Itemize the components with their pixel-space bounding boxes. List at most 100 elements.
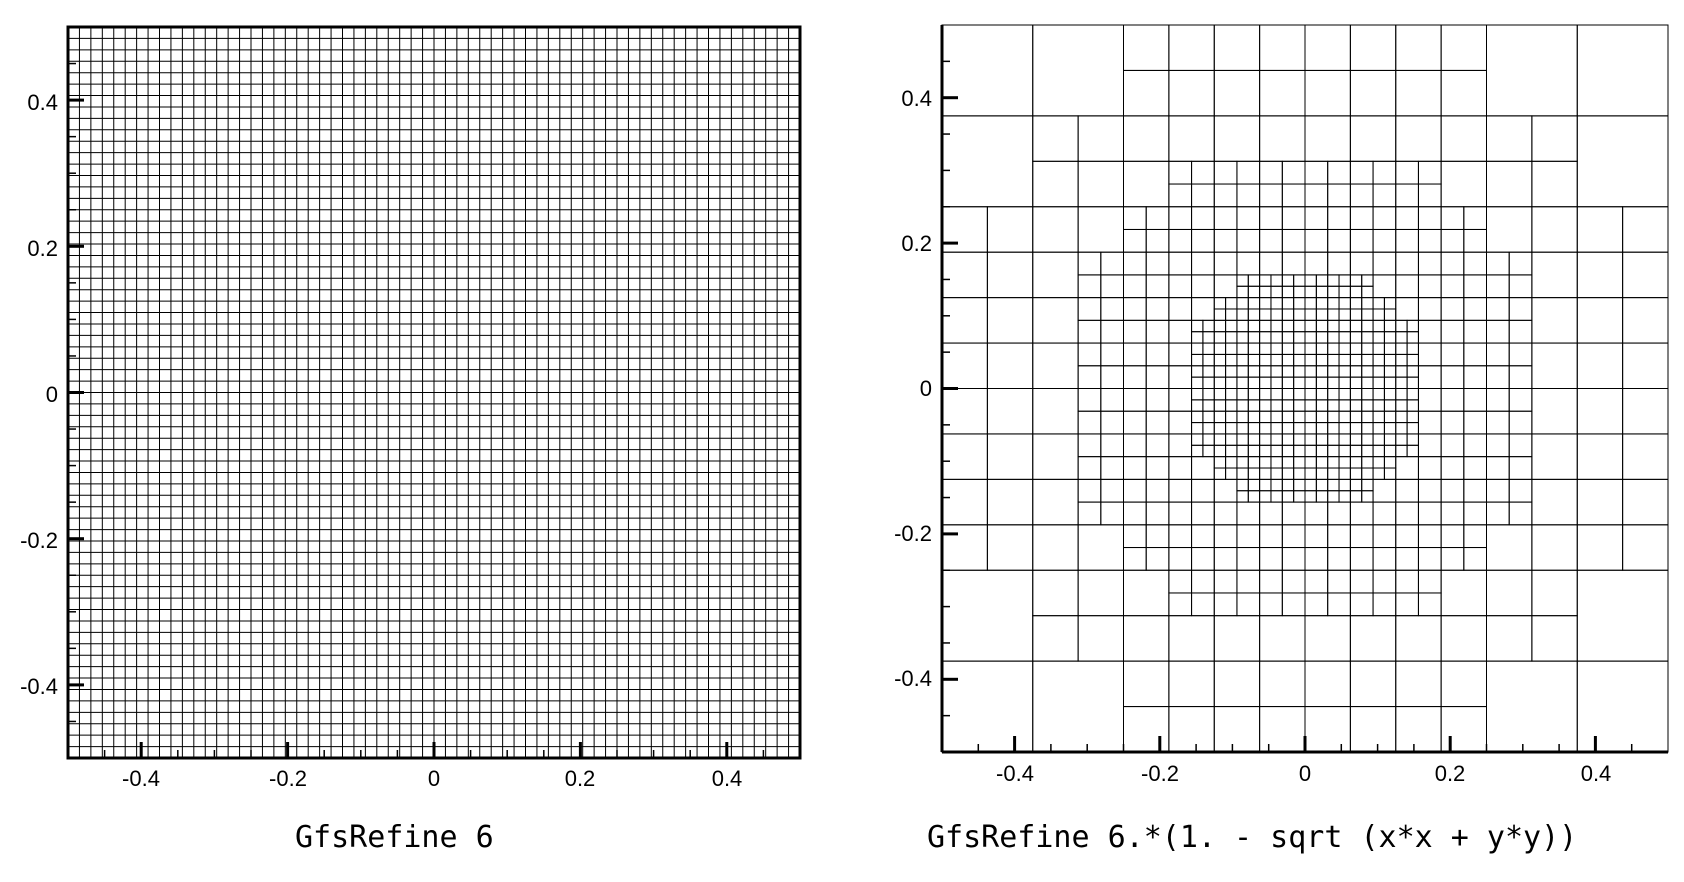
mesh-cell bbox=[1270, 467, 1283, 480]
mesh-cell bbox=[1123, 478, 1147, 503]
mesh-cell bbox=[1077, 410, 1102, 435]
mesh-cell bbox=[1315, 478, 1329, 492]
mesh-cell bbox=[1032, 251, 1079, 299]
mesh-cell bbox=[1213, 615, 1261, 662]
mesh-cell bbox=[1315, 331, 1329, 344]
left-y-tick-labels: 0.4 0.2 0 -0.2 -0.4 bbox=[20, 90, 58, 699]
mesh-cell bbox=[1417, 388, 1442, 412]
mesh-cell bbox=[1032, 342, 1079, 389]
mesh-cell bbox=[1327, 399, 1340, 412]
mesh-cell bbox=[1247, 365, 1261, 378]
mesh-cell bbox=[1281, 285, 1295, 299]
mesh-cell bbox=[1077, 501, 1102, 526]
mesh-cell bbox=[1304, 706, 1351, 753]
mesh-cell bbox=[1032, 524, 1079, 571]
mesh-cell bbox=[1100, 319, 1124, 344]
mesh-cell bbox=[986, 206, 1034, 253]
mesh-cell bbox=[1247, 319, 1261, 333]
mesh-cell bbox=[941, 660, 1034, 753]
mesh-cell bbox=[941, 297, 988, 344]
mesh-cell bbox=[1304, 388, 1317, 401]
mesh-cell bbox=[1395, 319, 1408, 333]
mesh-cell bbox=[1145, 319, 1170, 344]
mesh-cell bbox=[1236, 206, 1261, 230]
mesh-cell bbox=[1508, 501, 1533, 526]
mesh-cell bbox=[1395, 115, 1442, 162]
left-x-tick-label: -0.2 bbox=[269, 766, 307, 791]
mesh-cell bbox=[1304, 115, 1351, 162]
mesh-cell bbox=[1383, 342, 1397, 355]
mesh-cell bbox=[1349, 160, 1374, 185]
mesh-cell bbox=[1247, 444, 1261, 458]
mesh-cell bbox=[1338, 388, 1351, 401]
mesh-cell bbox=[1225, 297, 1238, 310]
mesh-cell bbox=[941, 251, 988, 299]
mesh-cell bbox=[1100, 342, 1124, 367]
mesh-cell bbox=[1315, 376, 1329, 389]
mesh-cell bbox=[1372, 342, 1385, 355]
mesh-cell bbox=[1417, 160, 1442, 185]
mesh-cell bbox=[1304, 308, 1317, 321]
mesh-cell bbox=[1440, 228, 1465, 253]
mesh-cell bbox=[1440, 615, 1487, 662]
mesh-cell bbox=[1168, 183, 1193, 208]
mesh-cell bbox=[1486, 206, 1533, 253]
mesh-cell bbox=[1576, 478, 1624, 526]
mesh-cell bbox=[1327, 228, 1351, 253]
mesh-cell bbox=[1123, 501, 1147, 526]
mesh-cell bbox=[1281, 524, 1306, 549]
mesh-cell bbox=[1145, 433, 1170, 458]
left-caption: GfsRefine 6 bbox=[295, 820, 494, 855]
mesh-cell bbox=[1531, 388, 1578, 435]
mesh-cell bbox=[1395, 228, 1419, 253]
mesh-cell bbox=[1123, 319, 1147, 344]
uniform-grid-lines bbox=[68, 27, 800, 758]
mesh-cell bbox=[1191, 501, 1215, 526]
mesh-cell bbox=[1077, 456, 1102, 480]
mesh-cell bbox=[1304, 251, 1329, 276]
mesh-cell bbox=[1247, 490, 1261, 503]
mesh-cell bbox=[1293, 456, 1306, 469]
mesh-cell bbox=[1486, 251, 1510, 276]
mesh-cell bbox=[1327, 467, 1340, 480]
mesh-cell bbox=[1327, 376, 1340, 389]
mesh-cell bbox=[1304, 285, 1317, 299]
mesh-cell bbox=[1123, 115, 1170, 162]
mesh-cell bbox=[1338, 274, 1351, 287]
mesh-cell bbox=[1349, 388, 1363, 401]
mesh-cell bbox=[1213, 353, 1227, 367]
mesh-cell bbox=[1349, 365, 1363, 378]
mesh-cell bbox=[1531, 160, 1578, 208]
mesh-cell bbox=[1372, 410, 1385, 424]
mesh-cell bbox=[1100, 456, 1124, 480]
mesh-cell bbox=[1100, 478, 1124, 503]
mesh-cell bbox=[1361, 285, 1374, 299]
mesh-cell bbox=[1349, 285, 1363, 299]
mesh-cell bbox=[1247, 342, 1261, 355]
mesh-cell bbox=[1486, 501, 1510, 526]
mesh-cell bbox=[1417, 206, 1442, 230]
mesh-cell bbox=[1372, 228, 1397, 253]
mesh-cell bbox=[1100, 251, 1124, 276]
mesh-cell bbox=[1406, 410, 1419, 424]
mesh-cell bbox=[1123, 615, 1170, 662]
mesh-cell bbox=[941, 342, 988, 389]
mesh-cell bbox=[1338, 353, 1351, 367]
mesh-cell bbox=[1395, 331, 1408, 344]
mesh-cell bbox=[1395, 297, 1419, 321]
mesh-cell bbox=[1247, 376, 1261, 389]
mesh-cell bbox=[1440, 251, 1465, 276]
mesh-cell bbox=[1247, 388, 1261, 401]
mesh-cell bbox=[1281, 342, 1295, 355]
mesh-cell bbox=[1508, 433, 1533, 458]
adaptive-grid-lines bbox=[941, 24, 1669, 753]
mesh-cell bbox=[1361, 399, 1374, 412]
mesh-cell bbox=[1281, 251, 1306, 276]
mesh-cell bbox=[1145, 365, 1170, 389]
mesh-cell bbox=[1145, 478, 1170, 503]
mesh-cell bbox=[1100, 274, 1124, 299]
mesh-cell bbox=[1123, 228, 1147, 253]
mesh-cell bbox=[1281, 331, 1295, 344]
mesh-cell bbox=[1349, 331, 1363, 344]
